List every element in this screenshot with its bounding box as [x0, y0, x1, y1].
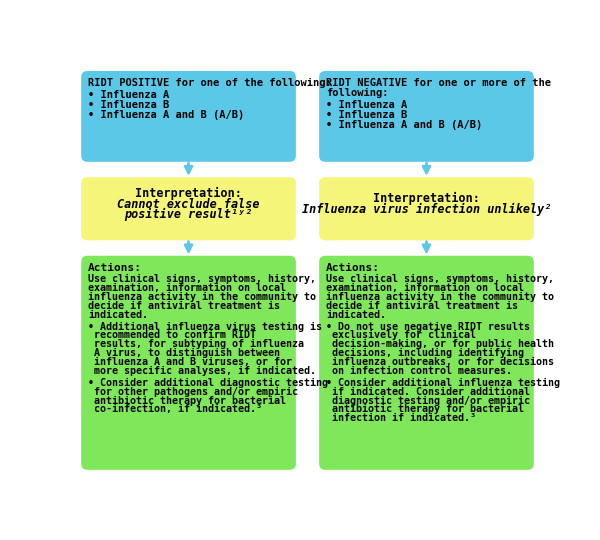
Text: influenza activity in the community to: influenza activity in the community to: [88, 292, 316, 302]
Text: Cannot exclude false: Cannot exclude false: [117, 198, 260, 211]
Text: Interpretation:: Interpretation:: [135, 187, 242, 200]
Text: • Consider additional diagnostic testing: • Consider additional diagnostic testing: [88, 378, 328, 388]
Text: influenza A and B viruses, or for: influenza A and B viruses, or for: [94, 357, 292, 367]
Text: • Influenza A: • Influenza A: [88, 90, 169, 100]
Text: decision-making, or for public health: decision-making, or for public health: [332, 339, 554, 349]
Text: • Influenza A and B (A/B): • Influenza A and B (A/B): [88, 110, 244, 120]
Text: • Additional influenza virus testing is: • Additional influenza virus testing is: [88, 322, 322, 332]
FancyBboxPatch shape: [319, 71, 534, 162]
Text: antibiotic therapy for bacterial: antibiotic therapy for bacterial: [332, 404, 524, 414]
FancyBboxPatch shape: [81, 177, 296, 240]
Text: Use clinical signs, symptoms, history,: Use clinical signs, symptoms, history,: [326, 274, 554, 284]
Text: indicated.: indicated.: [88, 309, 148, 320]
Text: • Consider additional influenza testing: • Consider additional influenza testing: [326, 378, 560, 388]
FancyBboxPatch shape: [319, 256, 534, 470]
Text: examination, information on local: examination, information on local: [326, 283, 524, 293]
Text: on infection control measures.: on infection control measures.: [332, 366, 512, 376]
FancyBboxPatch shape: [81, 256, 296, 470]
Text: decisions, including identifying: decisions, including identifying: [332, 348, 524, 358]
Text: results, for subtyping of influenza: results, for subtyping of influenza: [94, 339, 304, 349]
Text: co-infection, if indicated.³: co-infection, if indicated.³: [94, 404, 262, 414]
Text: • Do not use negative RIDT results: • Do not use negative RIDT results: [326, 322, 530, 332]
Text: recommended to confirm RIDT: recommended to confirm RIDT: [94, 330, 256, 340]
Text: infection if indicated.³: infection if indicated.³: [332, 413, 476, 423]
Text: • Influenza B: • Influenza B: [326, 110, 407, 120]
Text: RIDT NEGATIVE for one or more of the: RIDT NEGATIVE for one or more of the: [326, 78, 551, 88]
Text: decide if antiviral treatment is: decide if antiviral treatment is: [88, 301, 280, 311]
Text: • Influenza B: • Influenza B: [88, 100, 169, 110]
Text: Interpretation:: Interpretation:: [373, 192, 480, 205]
Text: for other pathogens and/or empiric: for other pathogens and/or empiric: [94, 387, 298, 397]
Text: positive result¹ʸ²: positive result¹ʸ²: [124, 208, 253, 221]
Text: Use clinical signs, symptoms, history,: Use clinical signs, symptoms, history,: [88, 274, 316, 284]
Text: • Influenza A: • Influenza A: [326, 100, 407, 110]
Text: examination, information on local: examination, information on local: [88, 283, 286, 293]
Text: Actions:: Actions:: [88, 262, 142, 273]
Text: if indicated. Consider additional: if indicated. Consider additional: [332, 387, 530, 397]
Text: Influenza virus infection unlikely²: Influenza virus infection unlikely²: [302, 204, 551, 217]
Text: influenza outbreaks, or for decisions: influenza outbreaks, or for decisions: [332, 357, 554, 367]
FancyBboxPatch shape: [319, 177, 534, 240]
Text: influenza activity in the community to: influenza activity in the community to: [326, 292, 554, 302]
Text: antibiotic therapy for bacterial: antibiotic therapy for bacterial: [94, 395, 286, 406]
Text: diagnostic testing and/or empiric: diagnostic testing and/or empiric: [332, 395, 530, 406]
Text: exclusively for clinical: exclusively for clinical: [332, 330, 476, 341]
Text: decide if antiviral treatment is: decide if antiviral treatment is: [326, 301, 518, 311]
FancyBboxPatch shape: [81, 71, 296, 162]
Text: RIDT POSITIVE for one of the following:: RIDT POSITIVE for one of the following:: [88, 78, 332, 88]
Text: • Influenza A and B (A/B): • Influenza A and B (A/B): [326, 120, 482, 130]
Text: A virus, to distinguish between: A virus, to distinguish between: [94, 348, 280, 358]
Text: Actions:: Actions:: [326, 262, 380, 273]
Text: following:: following:: [326, 88, 389, 98]
Text: more specific analyses, if indicated.: more specific analyses, if indicated.: [94, 366, 316, 376]
Text: indicated.: indicated.: [326, 309, 386, 320]
